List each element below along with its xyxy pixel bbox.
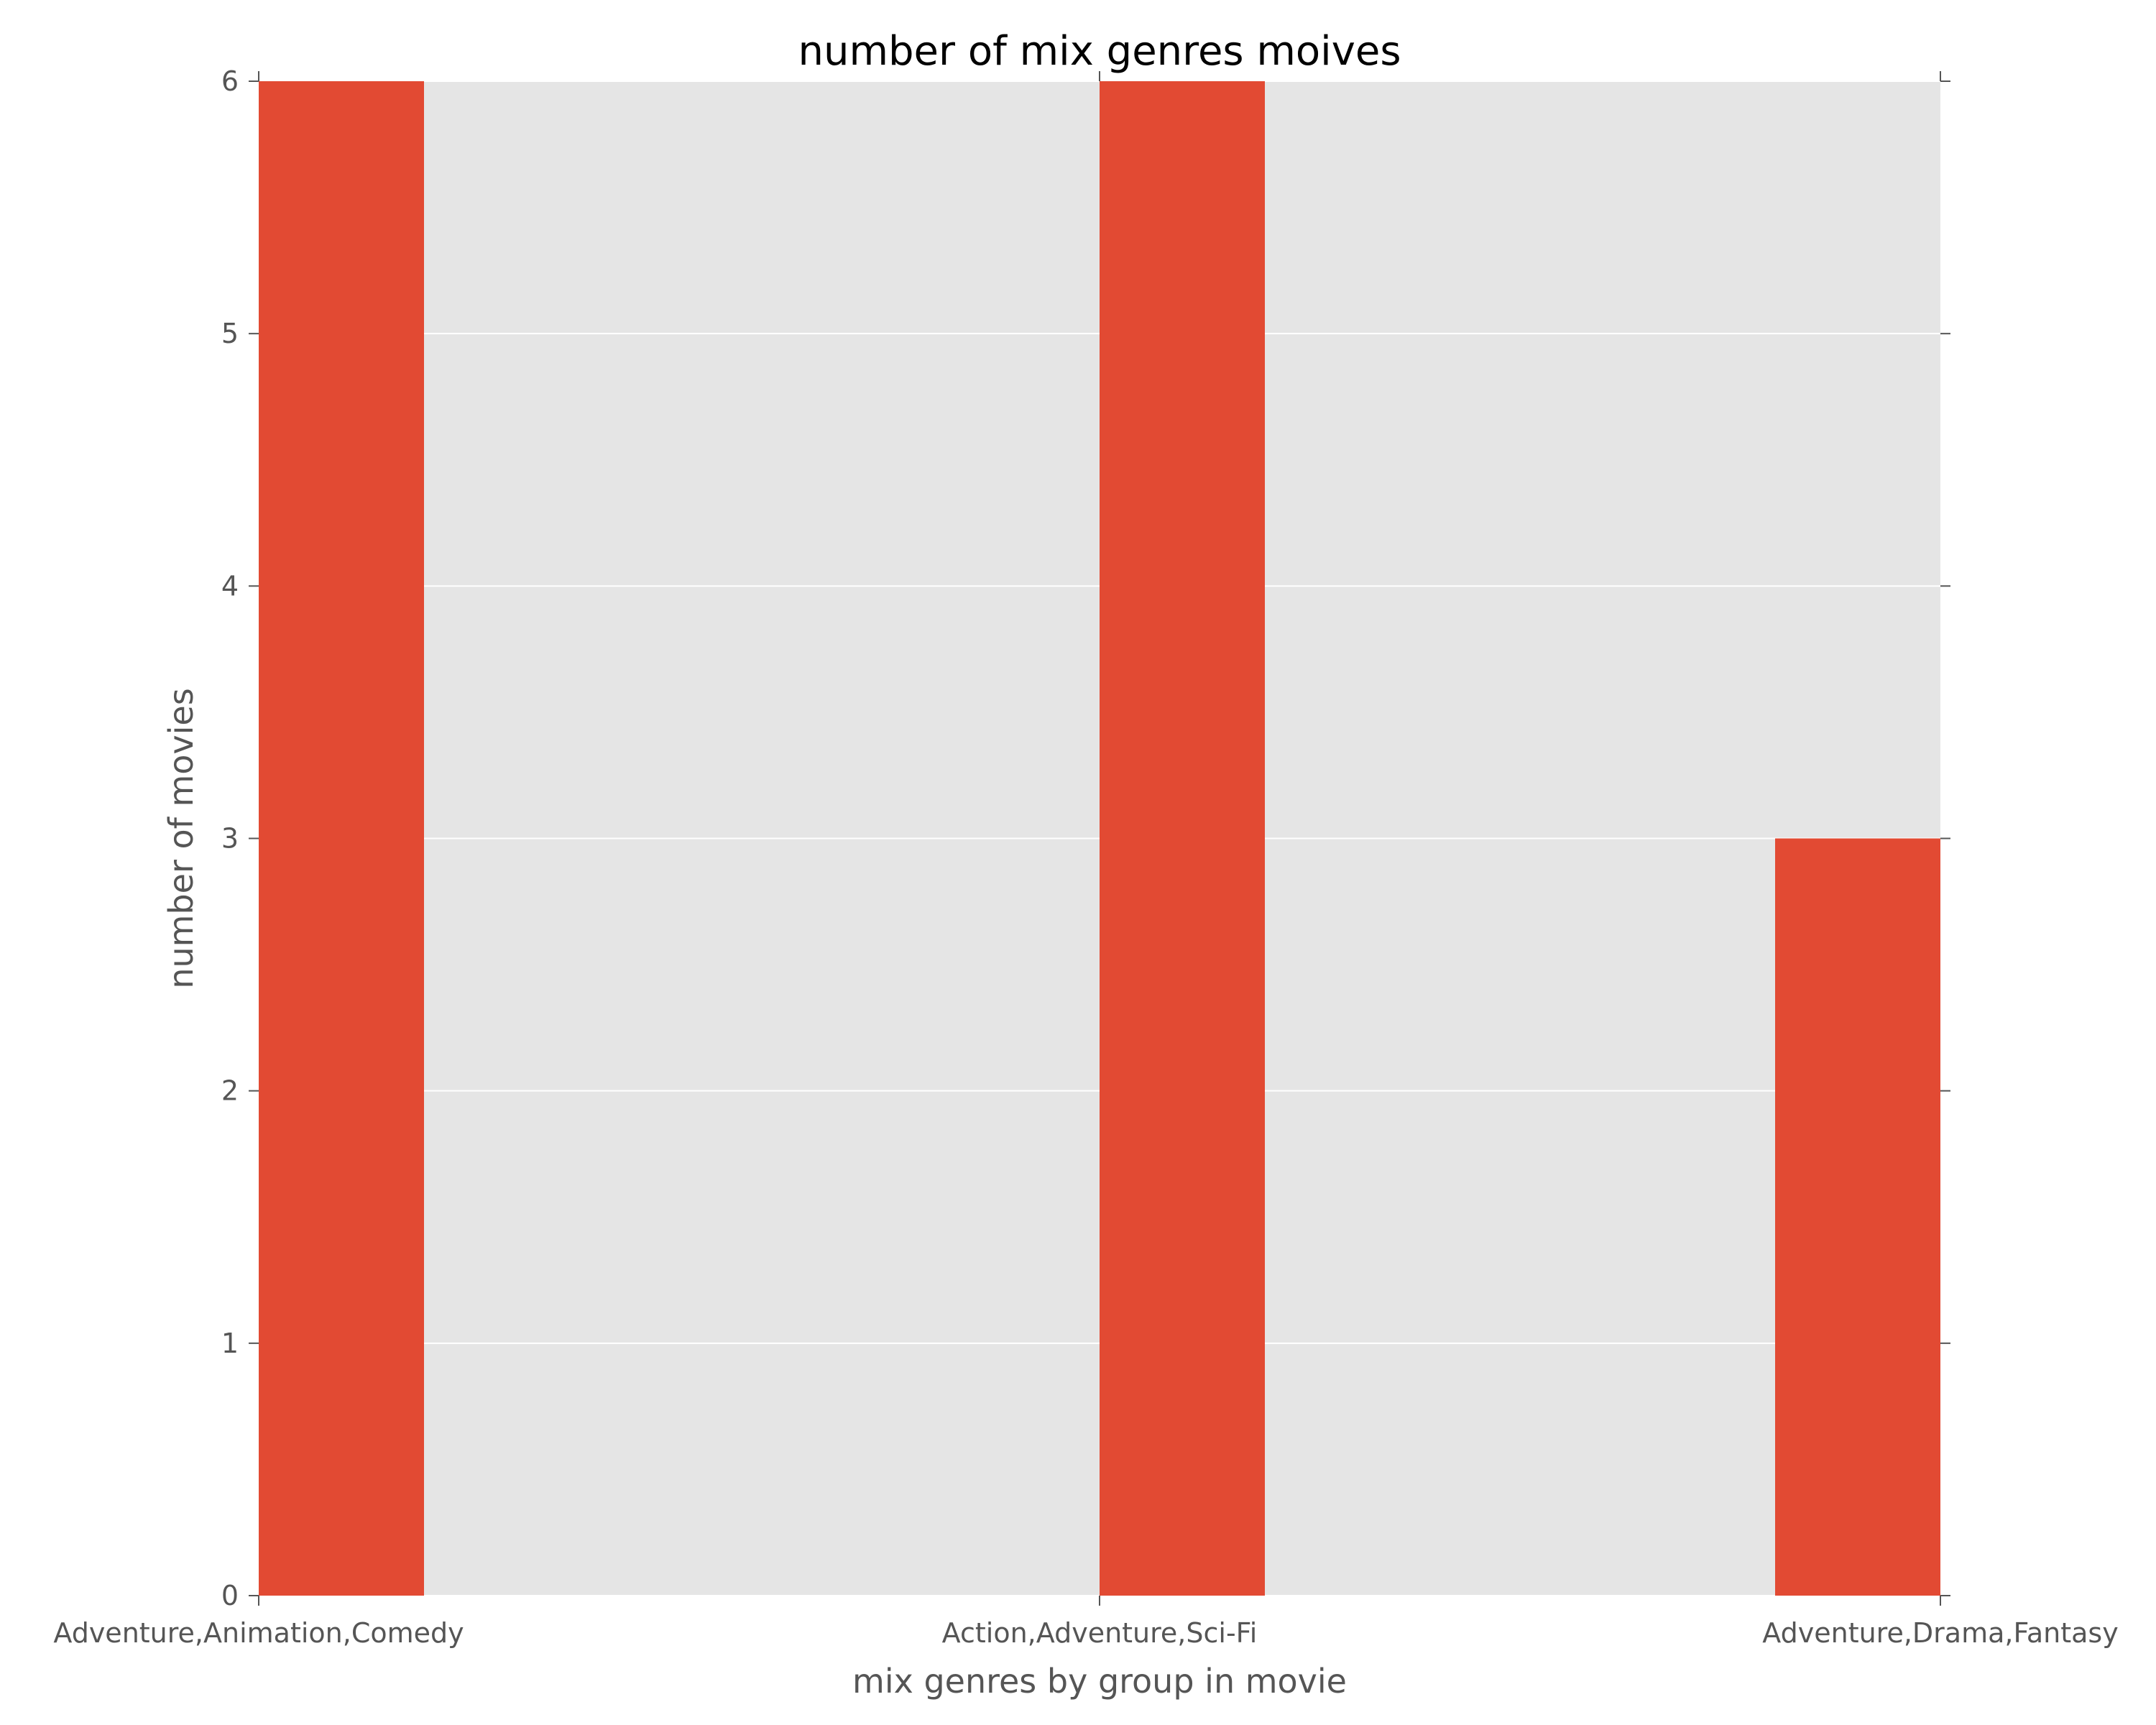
y-tick-label-6: 6: [221, 65, 239, 97]
y-tick-label-1: 1: [221, 1328, 239, 1359]
x-tick-label-3: Adventure,Drama,Fantasy: [1762, 1617, 2118, 1649]
x-tick-label-1: Adventure,Animation,Comedy: [53, 1617, 464, 1649]
x-tick-label-2: Action,Adventure,Sci-Fi: [942, 1617, 1258, 1649]
x-axis-label: mix genres by group in movie: [852, 1662, 1347, 1701]
y-tick-label-5: 5: [221, 318, 239, 349]
y-tick-labels: 0 1 2 3 4 5 6: [221, 65, 239, 1611]
bar-2: [1100, 81, 1265, 1596]
y-tick-label-2: 2: [221, 1075, 239, 1107]
x-tick-labels: Adventure,Animation,Comedy Action,Adventu…: [53, 1617, 2118, 1649]
axis-ticks: [249, 71, 1950, 1606]
bars: [259, 81, 1940, 1596]
y-tick-label-0: 0: [221, 1580, 239, 1611]
bar-1: [259, 81, 424, 1596]
y-tick-label-3: 3: [221, 823, 239, 855]
y-tick-label-4: 4: [221, 570, 239, 602]
chart-title: number of mix genres moives: [798, 28, 1401, 75]
y-axis-label: number of movies: [162, 688, 201, 988]
bar-3: [1775, 838, 1940, 1596]
